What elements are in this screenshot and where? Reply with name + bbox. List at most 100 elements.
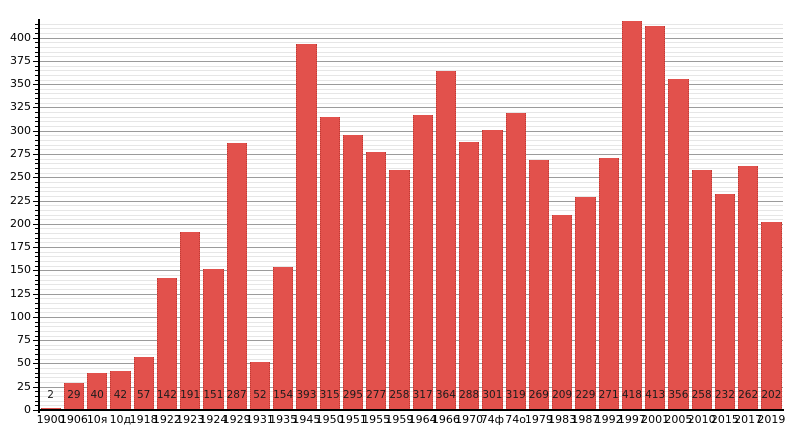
- x-axis-tick-label: 1983: [548, 413, 577, 426]
- x-axis-line: [38, 409, 784, 411]
- minor-gridline: [40, 88, 783, 90]
- bar-value-label: 317: [412, 389, 433, 401]
- y-minor-tick: [35, 312, 39, 314]
- minor-gridline: [40, 181, 783, 183]
- minor-gridline: [40, 302, 783, 304]
- y-minor-tick: [35, 284, 39, 286]
- y-minor-tick: [35, 251, 39, 253]
- x-axis-tick-label: 1929: [222, 413, 251, 426]
- y-minor-tick: [35, 186, 39, 188]
- y-major-tick: [33, 293, 39, 295]
- minor-gridline: [40, 382, 783, 384]
- minor-gridline: [40, 186, 783, 188]
- bar-value-label: 413: [645, 389, 666, 401]
- minor-gridline: [40, 358, 783, 360]
- bar: [366, 152, 387, 410]
- x-axis-tick-label: 1970: [455, 413, 484, 426]
- minor-gridline: [40, 172, 783, 174]
- bar-value-label: 258: [389, 389, 410, 401]
- minor-gridline: [40, 265, 783, 267]
- y-minor-tick: [35, 349, 39, 351]
- bar-value-label: 142: [156, 389, 177, 401]
- y-axis-tick-label: 100: [10, 309, 31, 323]
- minor-gridline: [40, 140, 783, 142]
- bar-value-label: 295: [342, 389, 363, 401]
- x-axis-tick-label: 10д: [109, 413, 132, 426]
- bar-value-label: 364: [435, 389, 456, 401]
- x-axis-tick-label: 1935: [269, 413, 298, 426]
- y-axis-tick-label: 250: [10, 170, 31, 184]
- bar: [482, 129, 503, 410]
- y-minor-tick: [35, 112, 39, 114]
- major-gridline: [40, 200, 783, 202]
- bar: [342, 135, 363, 410]
- bar: [389, 169, 410, 410]
- minor-gridline: [40, 400, 783, 402]
- bar-value-label: 319: [505, 389, 526, 401]
- major-gridline: [40, 107, 783, 109]
- y-minor-tick: [35, 65, 39, 67]
- y-minor-tick: [35, 368, 39, 370]
- y-minor-tick: [35, 233, 39, 235]
- major-gridline: [40, 247, 783, 249]
- major-gridline: [40, 340, 783, 342]
- bar: [249, 361, 270, 410]
- bar-value-label: 301: [482, 389, 503, 401]
- y-minor-tick: [35, 195, 39, 197]
- y-minor-tick: [35, 377, 39, 379]
- bar-value-label: 42: [113, 389, 128, 401]
- y-minor-tick: [35, 181, 39, 183]
- bar: [156, 277, 177, 410]
- y-major-tick: [33, 363, 39, 365]
- y-minor-tick: [35, 51, 39, 53]
- y-minor-tick: [35, 288, 39, 290]
- bar-value-label: 418: [621, 389, 642, 401]
- minor-gridline: [40, 275, 783, 276]
- minor-gridline: [40, 126, 783, 128]
- major-gridline: [40, 293, 783, 295]
- bar-value-label: 258: [691, 389, 712, 401]
- minor-gridline: [40, 28, 783, 30]
- minor-gridline: [40, 93, 783, 95]
- y-major-tick: [33, 316, 39, 318]
- y-minor-tick: [35, 237, 39, 239]
- x-axis-tick-label: 1900: [36, 413, 65, 426]
- minor-gridline: [40, 158, 783, 160]
- y-minor-tick: [35, 358, 39, 360]
- y-minor-tick: [35, 135, 39, 137]
- minor-gridline: [40, 195, 783, 197]
- bar: [552, 215, 573, 410]
- y-minor-tick: [35, 396, 39, 398]
- y-minor-tick: [35, 372, 39, 374]
- minor-gridline: [40, 335, 783, 337]
- bar-value-label: 202: [761, 389, 782, 401]
- bar: [273, 266, 294, 410]
- x-axis-tick-label: 1955: [362, 413, 391, 426]
- major-gridline: [40, 270, 783, 272]
- bar: [459, 141, 480, 410]
- major-gridline: [40, 177, 783, 179]
- minor-gridline: [40, 396, 783, 398]
- y-axis-tick-label: 275: [10, 146, 31, 160]
- bar: [180, 232, 201, 410]
- major-gridline: [40, 37, 783, 39]
- y-major-tick: [33, 107, 39, 109]
- minor-gridline: [40, 102, 783, 104]
- y-axis-tick-label: 125: [10, 286, 31, 300]
- y-major-tick: [33, 247, 39, 249]
- minor-gridline: [40, 344, 783, 346]
- x-axis-tick-label: 1950: [315, 413, 344, 426]
- minor-gridline: [40, 242, 783, 244]
- x-axis-tick-label: 2010: [687, 413, 716, 426]
- minor-gridline: [40, 326, 783, 328]
- bar: [505, 113, 526, 410]
- bar: [319, 116, 340, 410]
- y-axis-tick-label: 150: [10, 263, 31, 277]
- y-minor-tick: [35, 88, 39, 90]
- x-axis-tick-label: 1951: [338, 413, 367, 426]
- y-minor-tick: [35, 228, 39, 230]
- minor-gridline: [40, 237, 783, 239]
- y-minor-tick: [35, 261, 39, 263]
- minor-gridline: [40, 377, 783, 379]
- y-minor-tick: [35, 209, 39, 211]
